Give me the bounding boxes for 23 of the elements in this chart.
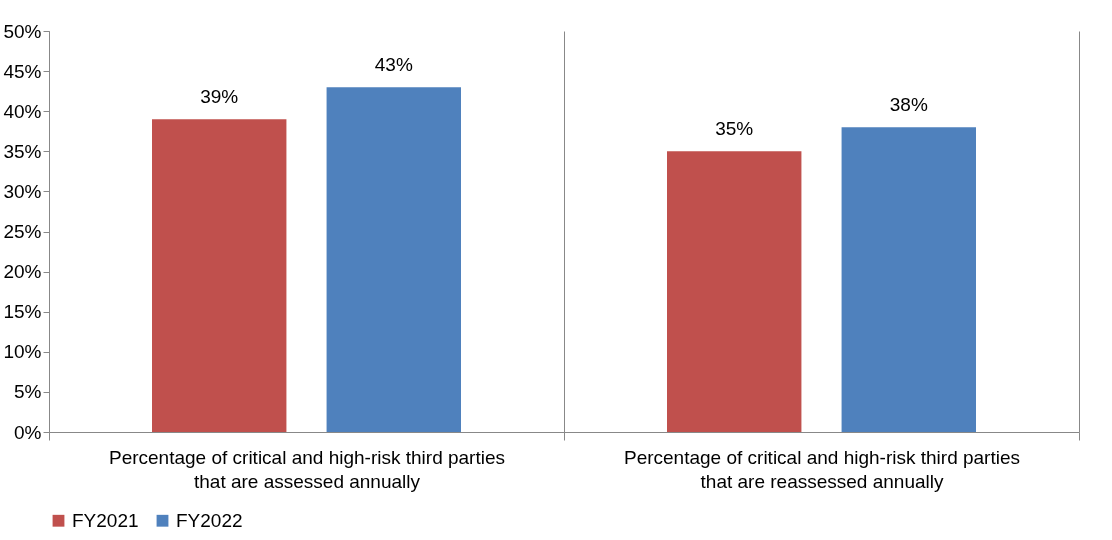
data-label: 43% [374, 54, 413, 76]
y-tick-label: 5% [14, 381, 42, 403]
data-label: 35% [715, 118, 754, 140]
y-tick-label: 40% [3, 100, 42, 122]
x-tick-label: Percentage of critical and high-risk third parties that are assessed annually [108, 446, 506, 492]
y-tick-label: 0% [14, 421, 42, 443]
y-tick-label: 15% [3, 301, 42, 323]
bar [841, 127, 976, 432]
y-tick-label: 45% [3, 60, 42, 82]
data-label: 39% [200, 86, 239, 108]
bar [152, 119, 287, 432]
legend-label: FY2022 [176, 509, 243, 531]
y-tick-label: 25% [3, 221, 42, 242]
y-tick-label: 20% [3, 261, 42, 283]
x-tick-label: Percentage of critical and high-risk third parties that are reassessed annually [623, 446, 1021, 492]
data-label: 38% [889, 94, 928, 116]
y-tick-label: 35% [3, 140, 42, 162]
y-tick-label: 10% [3, 341, 42, 363]
legend-label: FY2021 [72, 509, 139, 531]
y-tick-label: 30% [3, 180, 42, 202]
y-tick-label: 50% [3, 20, 42, 42]
bar [326, 87, 461, 432]
bar [667, 151, 802, 432]
